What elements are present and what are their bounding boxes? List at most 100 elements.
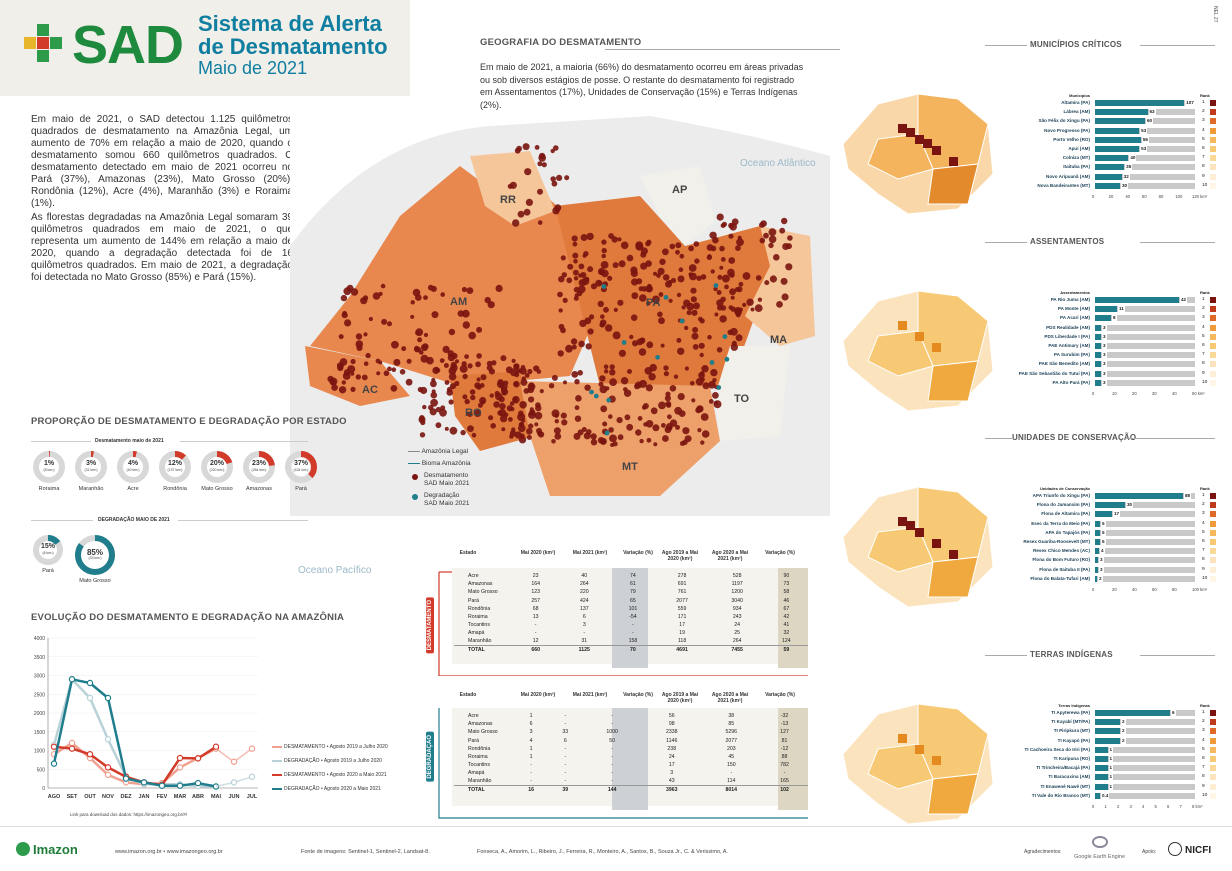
state-label-ro: RO: [465, 407, 482, 419]
ranking-item-label: Colniza (MT): [1062, 155, 1090, 161]
table-cell: -: [564, 762, 567, 769]
ranking-bar: [1095, 333, 1101, 340]
ranking-item-label: APA Triunfo do Xingu (PA): [1032, 493, 1090, 498]
deforestation-dot: [707, 334, 712, 340]
table-cell: 65: [630, 597, 636, 604]
deforestation-dot: [462, 321, 470, 329]
ranking-bar-bg: [1095, 343, 1195, 349]
deforestation-dot: [676, 337, 682, 343]
deforestation-dot: [467, 363, 473, 369]
deforestation-dot: [561, 272, 567, 278]
ranking-swatch: [1210, 493, 1216, 499]
ranking-rank: 7: [1202, 548, 1205, 554]
ranking-bar: [1095, 146, 1140, 152]
ranking-rank: 6: [1202, 756, 1205, 761]
deforestation-dot: [584, 384, 591, 391]
table-cell: 761: [677, 589, 687, 596]
donut-state: Roraima: [38, 486, 60, 492]
ranking-bar: [1095, 136, 1141, 143]
table-cell: Amazonas: [468, 721, 493, 728]
donut-pct: 4%: [127, 460, 139, 467]
deforestation-dot: [509, 401, 515, 406]
series-point: [68, 739, 76, 747]
ranking-rank: 9: [1202, 173, 1205, 179]
table-cell: -: [632, 622, 634, 629]
deforestation-dot: [560, 412, 567, 419]
series-point: [122, 775, 130, 782]
deforestation-dot: [662, 435, 669, 442]
table-cell: -: [564, 778, 567, 785]
deforestation-dot: [551, 409, 560, 418]
deforestation-dot: [686, 310, 692, 316]
deforestation-dot: [661, 423, 666, 428]
deforestation-dot: [537, 220, 543, 225]
deforestation-dot: [616, 417, 623, 424]
ranking-swatch: [1210, 324, 1216, 331]
deforestation-dot: [406, 358, 412, 364]
ranking-item-label: PDS Liberdade I (PA): [1044, 333, 1090, 339]
deforestation-dot: [361, 374, 368, 381]
deforestation-dot: [599, 385, 608, 394]
ranking-item-label: Porto Velho (RO): [1053, 136, 1090, 142]
ranking-value: 35: [1125, 164, 1133, 171]
deforestation-dot: [706, 254, 713, 261]
deforestation-dot: [688, 264, 697, 272]
table-cell: 3040: [731, 597, 743, 604]
deforestation-dot: [731, 340, 737, 346]
ranking-rank: 7: [1202, 765, 1205, 771]
geo-title: GEOGRAFIA DO DESMATAMENTO: [480, 37, 642, 48]
degradation-dot: [679, 318, 685, 324]
ranking-rank: 9: [1202, 783, 1205, 789]
table-header-cell: Variação (%): [765, 692, 795, 698]
deforestation-dot: [476, 326, 483, 333]
table-cell: 81: [781, 737, 788, 744]
deforestation-dot: [401, 346, 407, 352]
y-tick-label: 1000: [34, 749, 45, 755]
ranking-bar-bg: [1095, 539, 1195, 545]
y-tick-label: 2000: [34, 711, 45, 717]
deforestation-dot: [590, 283, 598, 290]
deforestation-dot: [490, 423, 496, 429]
table-cell: -: [611, 713, 614, 720]
table-cell: Pará: [468, 597, 479, 604]
donut-arc: [75, 451, 107, 483]
deforestation-dot: [719, 245, 725, 252]
table-cell: -: [534, 622, 537, 629]
deforestation-dot: [716, 347, 723, 353]
deforestation-dot: [773, 254, 780, 261]
deforestation-dot: [646, 437, 652, 443]
deforestation-dot: [573, 276, 579, 281]
desm-side-label: DESMATAMENTO: [426, 597, 434, 654]
ranking-rank: 10: [1202, 792, 1208, 798]
ranking-rank: 5: [1202, 136, 1205, 142]
deforestation-dot: [658, 292, 664, 297]
deforestation-dot: [442, 345, 450, 353]
donut-pct: 1%: [43, 460, 55, 467]
deforestation-dot: [587, 266, 594, 273]
deforestation-dot: [529, 407, 534, 412]
y-tick-label: 0: [42, 786, 45, 792]
deforestation-dot: [742, 302, 747, 307]
table-cell: 1125: [557, 645, 612, 654]
table-cell: 559: [677, 605, 687, 612]
deforestation-dot: [390, 385, 398, 392]
ranking-bar: [1095, 557, 1098, 564]
map-hotspot: [932, 756, 941, 765]
table-cell: 691: [677, 581, 687, 588]
ranking-item-label: Flona do Balata-Tufari (AM): [1030, 575, 1090, 581]
deforestation-dot: [692, 344, 699, 350]
map-hotspot: [915, 332, 924, 341]
ranking-item-label: Flona do Jamanxim (PA): [1036, 502, 1090, 508]
donut-pct: 15%: [40, 543, 55, 550]
deforestation-dot: [376, 371, 381, 376]
deforestation-dot: [698, 342, 705, 349]
table-cell: 58: [783, 589, 790, 596]
deforestation-dot: [612, 262, 619, 269]
map-hotspot: [906, 521, 915, 530]
ranking-item-label: Itaituba (PA): [1063, 164, 1090, 170]
deforestation-dot: [668, 298, 673, 303]
ranking-value: 53: [1140, 127, 1148, 134]
ranking-value: 32: [1122, 173, 1130, 180]
deforestation-dot: [423, 295, 428, 300]
deforestation-dot: [676, 292, 682, 298]
